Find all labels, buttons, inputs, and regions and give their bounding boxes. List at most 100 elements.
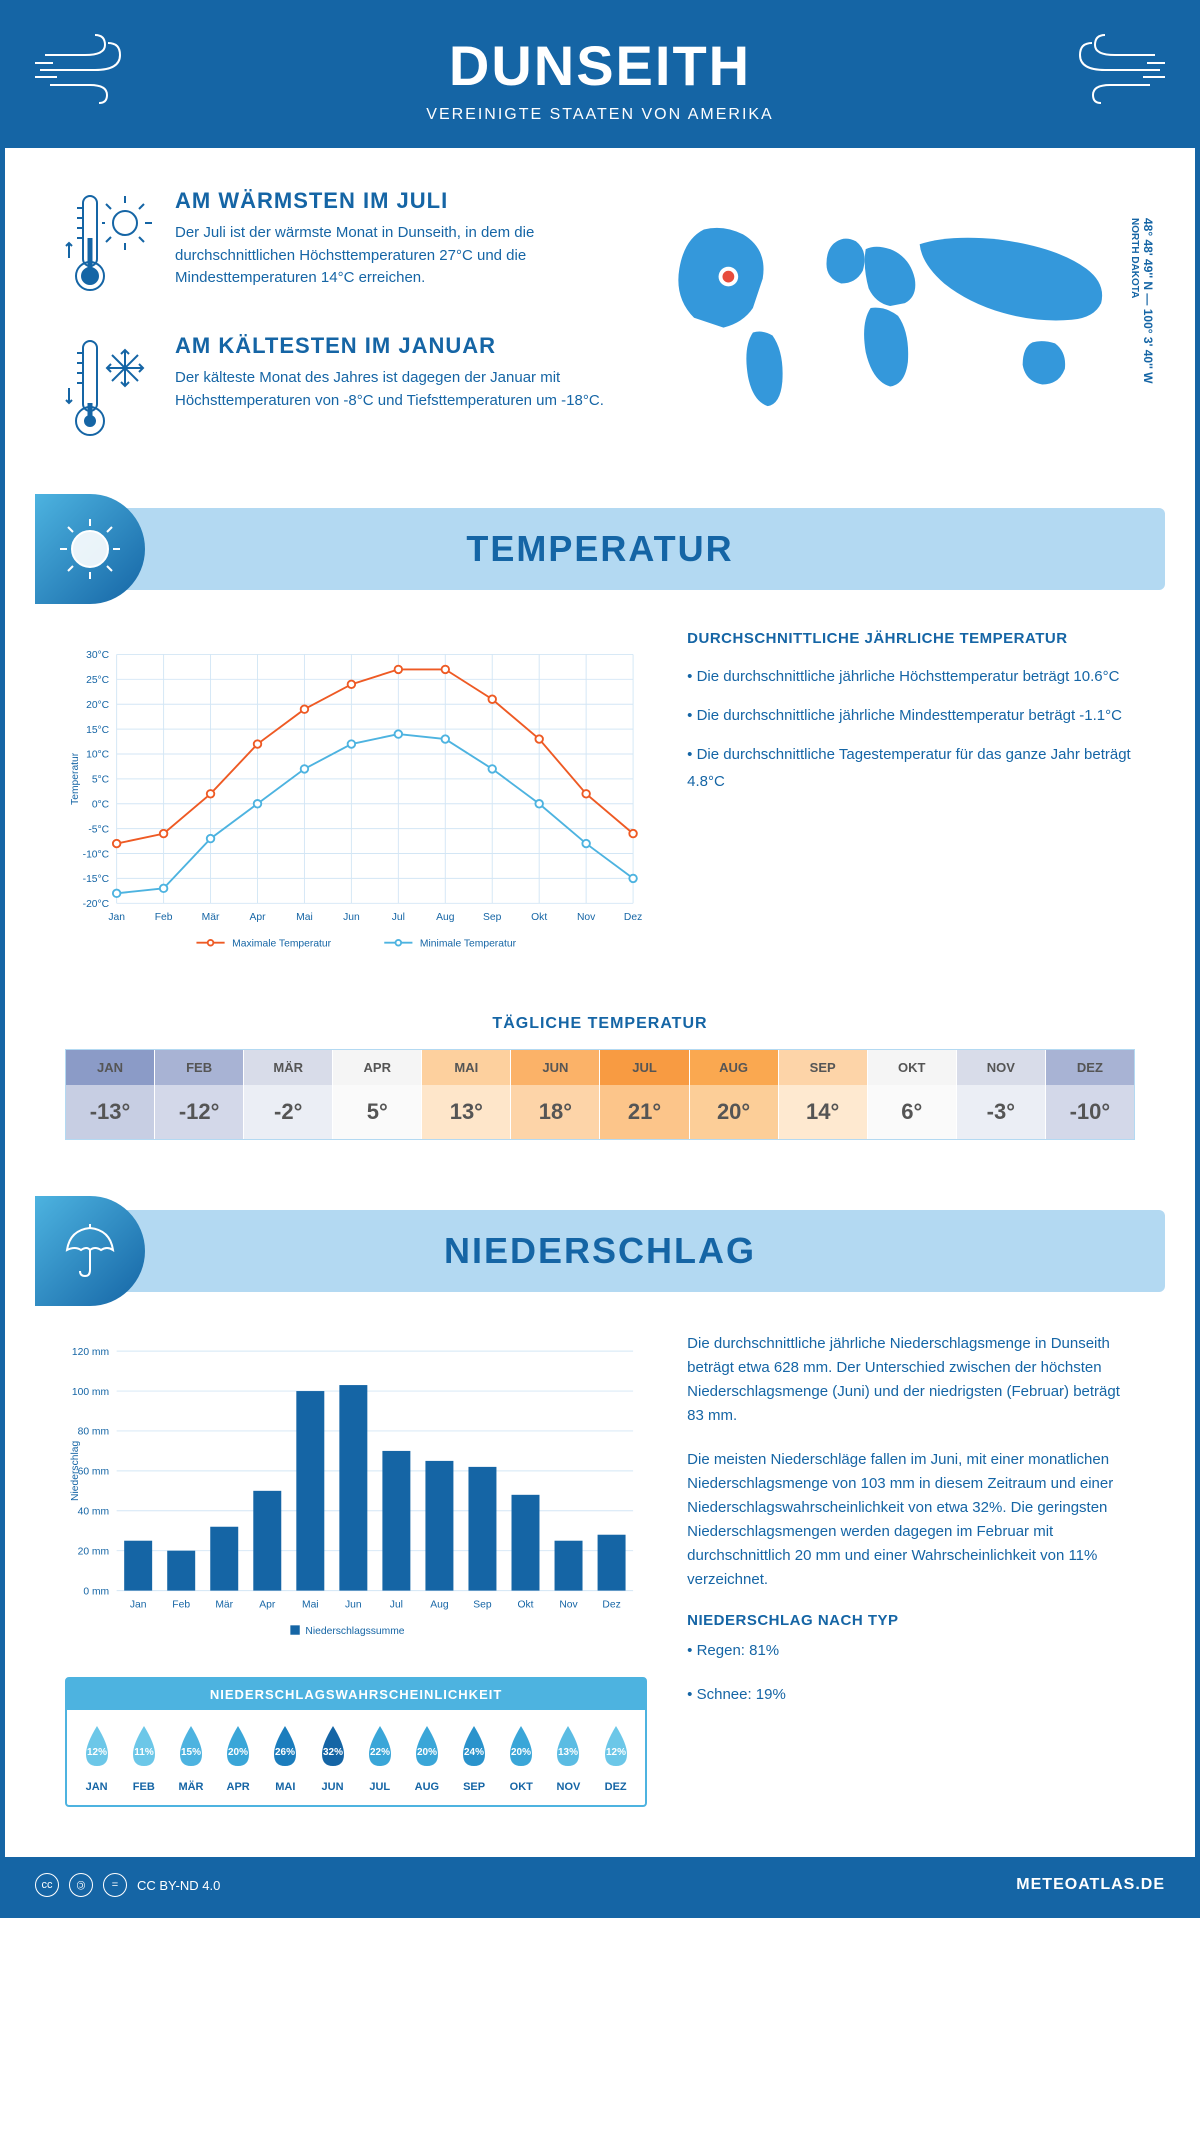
svg-text:40 mm: 40 mm	[78, 1507, 110, 1518]
svg-text:Jul: Jul	[390, 1599, 403, 1610]
warmest-text: Der Juli ist der wärmste Monat in Dunsei…	[175, 222, 605, 290]
daily-temp-cell: OKT6°	[868, 1050, 957, 1139]
probability-cell: 20%APR	[217, 1722, 260, 1793]
svg-text:25°C: 25°C	[86, 675, 110, 686]
probability-cell: 26%MAI	[264, 1722, 307, 1793]
umbrella-icon	[35, 1196, 145, 1306]
svg-text:20°C: 20°C	[86, 700, 110, 711]
precipitation-text: Die meisten Niederschläge fallen im Juni…	[687, 1448, 1135, 1592]
svg-text:Minimale Temperatur: Minimale Temperatur	[420, 938, 517, 949]
daily-temp-cell: MAI13°	[422, 1050, 511, 1139]
svg-text:-15°C: -15°C	[83, 874, 110, 885]
probability-cell: 11%FEB	[122, 1722, 165, 1793]
probability-cell: 20%OKT	[500, 1722, 543, 1793]
coordinates: 48° 48' 49'' N — 100° 3' 40'' W NORTH DA…	[1127, 218, 1155, 383]
svg-text:80 mm: 80 mm	[78, 1427, 110, 1438]
svg-text:-5°C: -5°C	[88, 824, 109, 835]
svg-text:22%: 22%	[370, 1747, 390, 1758]
svg-text:Feb: Feb	[172, 1599, 190, 1610]
svg-text:5°C: 5°C	[92, 775, 110, 786]
license-text: CC BY-ND 4.0	[137, 1878, 220, 1893]
svg-text:Apr: Apr	[259, 1599, 276, 1610]
svg-text:20 mm: 20 mm	[78, 1546, 110, 1557]
daily-temp-cell: FEB-12°	[155, 1050, 244, 1139]
precipitation-title: NIEDERSCHLAG	[35, 1230, 1165, 1272]
world-map	[645, 188, 1135, 433]
svg-text:20%: 20%	[228, 1747, 248, 1758]
svg-text:60 mm: 60 mm	[78, 1467, 110, 1478]
svg-text:Nov: Nov	[559, 1599, 578, 1610]
precipitation-chart: 0 mm 20 mm 40 mm 60 mm 80 mm 100 mm 120 mm Jan F…	[65, 1332, 647, 1657]
wind-icon	[1045, 25, 1165, 110]
probability-cell: 13%NOV	[547, 1722, 590, 1793]
probability-cell: 12%JAN	[75, 1722, 118, 1793]
cc-icon: cc	[35, 1873, 59, 1897]
svg-text:Niederschlagssumme: Niederschlagssumme	[305, 1626, 404, 1637]
temperature-info: DURCHSCHNITTLICHE JÄHRLICHE TEMPERATUR •…	[687, 630, 1135, 975]
svg-text:-10°C: -10°C	[83, 849, 110, 860]
probability-cell: 22%JUL	[358, 1722, 401, 1793]
svg-text:0°C: 0°C	[92, 800, 110, 811]
precipitation-section-header: NIEDERSCHLAG	[35, 1210, 1165, 1292]
temperature-chart: -20°C -15°C -10°C -5°C 0°C 5°C 10°C 15°C 20°C 25°…	[65, 630, 647, 975]
precipitation-bytype: • Regen: 81%	[687, 1639, 1135, 1663]
svg-text:Mai: Mai	[296, 912, 313, 923]
coldest-text: Der kälteste Monat des Jahres ist dagege…	[175, 367, 605, 412]
warmest-title: AM WÄRMSTEN IM JULI	[175, 188, 605, 214]
probability-cell: 20%AUG	[405, 1722, 448, 1793]
temp-info-title: DURCHSCHNITTLICHE JÄHRLICHE TEMPERATUR	[687, 630, 1135, 647]
svg-text:15°C: 15°C	[86, 725, 110, 736]
wind-icon	[35, 25, 155, 110]
page-title: DUNSEITH	[5, 33, 1195, 98]
svg-text:15%: 15%	[181, 1747, 201, 1758]
svg-text:Jun: Jun	[343, 912, 360, 923]
precipitation-bytype: • Schnee: 19%	[687, 1683, 1135, 1707]
svg-text:0 mm: 0 mm	[83, 1586, 109, 1597]
probability-title: NIEDERSCHLAGSWAHRSCHEINLICHKEIT	[67, 1679, 645, 1710]
svg-text:Okt: Okt	[531, 912, 547, 923]
temp-info-bullet: • Die durchschnittliche jährliche Höchst…	[687, 663, 1135, 690]
svg-text:-20°C: -20°C	[83, 899, 110, 910]
svg-text:Aug: Aug	[436, 912, 455, 923]
svg-text:Sep: Sep	[483, 912, 502, 923]
svg-text:26%: 26%	[275, 1747, 295, 1758]
svg-text:Apr: Apr	[249, 912, 266, 923]
svg-text:Temperatur: Temperatur	[70, 752, 81, 805]
page-footer: cc 🄯 = CC BY-ND 4.0 METEOATLAS.DE	[5, 1857, 1195, 1913]
svg-text:13%: 13%	[558, 1747, 578, 1758]
precipitation-bytype-title: NIEDERSCHLAG NACH TYP	[687, 1612, 1135, 1629]
coldest-block: AM KÄLTESTEN IM JANUAR Der kälteste Mona…	[65, 333, 605, 448]
svg-text:20%: 20%	[511, 1747, 531, 1758]
svg-text:Dez: Dez	[602, 1599, 620, 1610]
page-header: DUNSEITH VEREINIGTE STAATEN VON AMERIKA	[5, 5, 1195, 148]
daily-temp-table: JAN-13°FEB-12°MÄR-2°APR5°MAI13°JUN18°JUL…	[65, 1049, 1135, 1140]
svg-text:120 mm: 120 mm	[72, 1347, 109, 1358]
probability-cell: 12%DEZ	[594, 1722, 637, 1793]
probability-cell: 24%SEP	[453, 1722, 496, 1793]
svg-text:Sep: Sep	[473, 1599, 492, 1610]
svg-text:Jan: Jan	[130, 1599, 147, 1610]
svg-text:Jun: Jun	[345, 1599, 362, 1610]
svg-text:24%: 24%	[464, 1747, 484, 1758]
svg-text:Dez: Dez	[624, 912, 642, 923]
svg-text:Nov: Nov	[577, 912, 596, 923]
intro-section: AM WÄRMSTEN IM JULI Der Juli ist der wär…	[5, 148, 1195, 508]
svg-text:Niederschlag: Niederschlag	[70, 1441, 81, 1501]
svg-text:10°C: 10°C	[86, 750, 110, 761]
daily-temp-cell: MÄR-2°	[244, 1050, 333, 1139]
precipitation-probability-box: NIEDERSCHLAGSWAHRSCHEINLICHKEIT 12%JAN11…	[65, 1677, 647, 1807]
daily-temp-cell: JUN18°	[511, 1050, 600, 1139]
svg-text:Jan: Jan	[108, 912, 125, 923]
svg-text:Mai: Mai	[302, 1599, 319, 1610]
svg-text:Aug: Aug	[430, 1599, 449, 1610]
svg-text:Jul: Jul	[392, 912, 405, 923]
daily-temp-cell: AUG20°	[690, 1050, 779, 1139]
daily-temp-cell: JUL21°	[600, 1050, 689, 1139]
thermometer-sun-icon	[65, 188, 155, 303]
nd-icon: =	[103, 1873, 127, 1897]
daily-temp-cell: NOV-3°	[957, 1050, 1046, 1139]
svg-text:100 mm: 100 mm	[72, 1387, 109, 1398]
daily-temp-cell: DEZ-10°	[1046, 1050, 1134, 1139]
temp-info-bullet: • Die durchschnittliche jährliche Mindes…	[687, 702, 1135, 729]
svg-text:Feb: Feb	[155, 912, 173, 923]
